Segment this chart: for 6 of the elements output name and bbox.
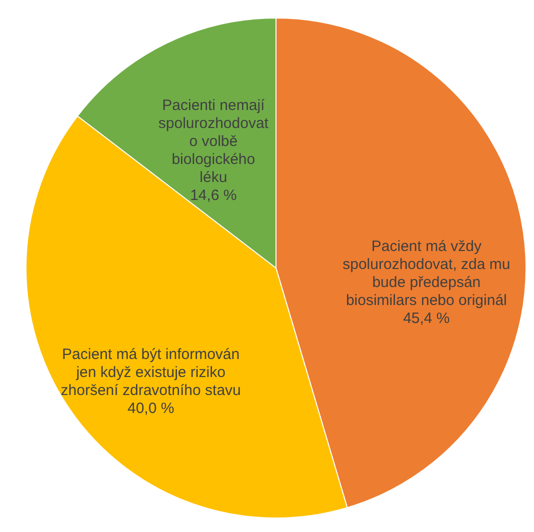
data-label: 40,0 % [127, 400, 174, 418]
slice-label: Pacient má vždy spolurozhodovat, zda mu bude předepsán biosimilars nebo originál [342, 238, 510, 310]
data-label: 45,4 % [403, 310, 450, 328]
slice-label: Pacienti nemají spolurozhodovat o volbě biologického léku [158, 96, 270, 186]
slice-label: Pacient má být informován jen když existuje riziko zhoršení zdravotního stavu [60, 346, 241, 400]
data-label: 14,6 % [190, 186, 237, 204]
